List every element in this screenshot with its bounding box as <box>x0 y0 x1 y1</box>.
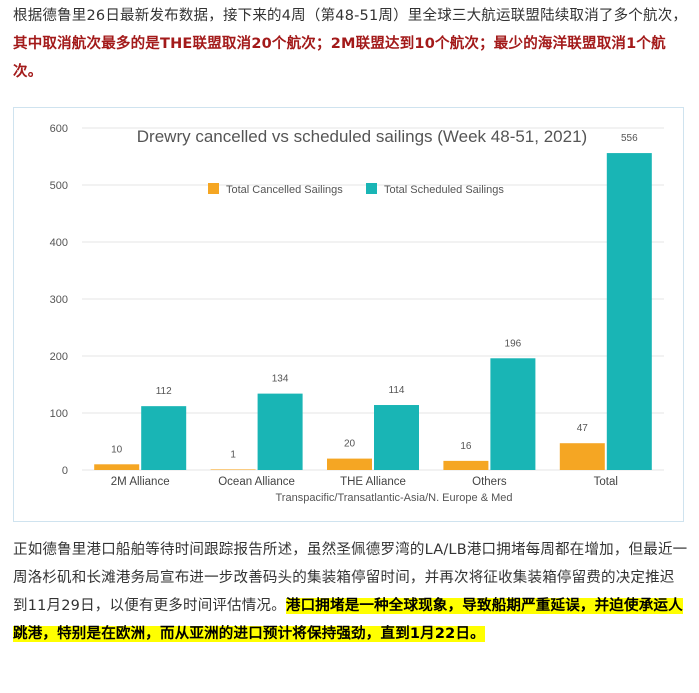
chart-legend: Total Cancelled Sailings Total Scheduled… <box>208 183 504 196</box>
bar-value-label: 10 <box>111 444 123 455</box>
x-category-label: THE Alliance <box>340 476 406 488</box>
legend-label-cancelled: Total Cancelled Sailings <box>226 184 343 196</box>
chart-container: 0 100 200 300 400 500 600 10 112 1 134 20 114 16 196 4… <box>13 107 684 522</box>
intro-bold-text: 其中取消航次最多的是THE联盟取消20个航次；2M联盟达到10个航次；最少的海洋… <box>13 36 666 80</box>
bar-scheduled <box>141 406 187 470</box>
bar-value-label: 20 <box>344 439 356 450</box>
x-axis-categories: 2M Alliance Ocean Alliance THE Alliance Oth… <box>111 476 618 488</box>
bar-cancelled <box>559 443 605 470</box>
bar-value-label: 114 <box>389 385 405 396</box>
x-category-label: 2M Alliance <box>111 476 170 488</box>
y-tick-label: 500 <box>50 180 68 192</box>
chart-title: Drewry cancelled vs scheduled sailings (… <box>137 127 587 146</box>
bar-scheduled <box>490 358 536 470</box>
y-tick-label: 400 <box>50 237 68 249</box>
bar-cancelled <box>443 460 489 470</box>
intro-paragraph: 根据德鲁里26日最新发布数据，接下来的4周（第48-51周）里全球三大航运联盟陆… <box>13 2 689 86</box>
bar-value-labels: 10 112 1 134 20 114 16 196 47 556 <box>111 133 638 460</box>
intro-plain-text: 根据德鲁里26日最新发布数据，接下来的4周（第48-51周）里全球三大航运联盟陆… <box>13 8 688 24</box>
outro-paragraph: 正如德鲁里港口船舶等待时间跟踪报告所述，虽然圣佩德罗湾的LA/LB港口拥堵每周都… <box>13 536 689 648</box>
bar-value-label: 1 <box>230 449 236 460</box>
bar-cancelled <box>327 458 372 470</box>
x-category-label: Ocean Alliance <box>218 476 295 488</box>
bar-cancelled <box>210 469 256 470</box>
x-category-label: Total <box>594 476 618 488</box>
bar-cancelled <box>94 464 140 470</box>
y-tick-label: 0 <box>62 465 68 477</box>
bar-value-label: 112 <box>156 386 172 397</box>
y-tick-label: 100 <box>50 408 68 420</box>
legend-swatch-cancelled <box>208 183 219 194</box>
bar-value-label: 16 <box>460 441 472 452</box>
bar-value-label: 134 <box>272 374 289 385</box>
legend-label-scheduled: Total Scheduled Sailings <box>384 184 504 196</box>
y-axis-ticks: 0 100 200 300 400 500 600 <box>50 123 68 477</box>
outro-plain-text: 正如德鲁里港口船舶等待时间跟踪报告所述，虽然圣佩德罗湾的LA/LB港口拥堵每周都… <box>13 542 688 614</box>
chart-bars <box>94 153 652 470</box>
bar-scheduled <box>257 393 303 470</box>
bar-scheduled <box>374 405 419 470</box>
y-tick-label: 600 <box>50 123 68 135</box>
x-category-label: Others <box>472 476 507 488</box>
y-tick-label: 200 <box>50 351 68 363</box>
bar-value-label: 196 <box>505 338 522 349</box>
bar-value-label: 47 <box>577 423 589 434</box>
bar-chart: 0 100 200 300 400 500 600 10 112 1 134 20 114 16 196 4… <box>50 123 664 504</box>
y-tick-label: 300 <box>50 294 68 306</box>
x-axis-label: Transpacific/Transatlantic-Asia/N. Europ… <box>276 492 513 504</box>
legend-swatch-scheduled <box>366 183 377 194</box>
bar-scheduled <box>606 153 652 470</box>
bar-value-label: 556 <box>621 133 638 144</box>
